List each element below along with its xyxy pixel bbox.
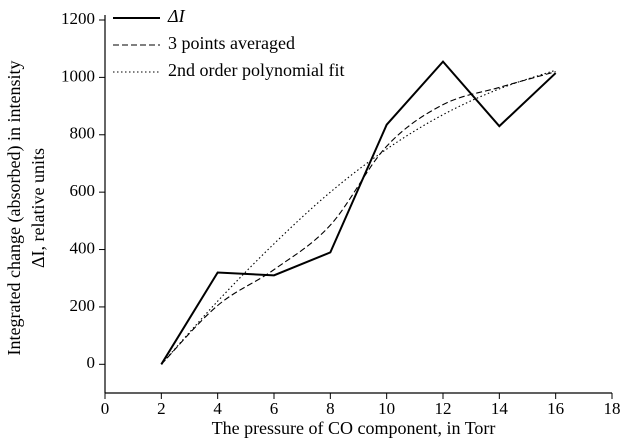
legend-label: 2nd order polynomial fit [168,60,344,80]
series-line [160,60,557,365]
y-tick-label: 1000 [61,66,95,85]
x-axis-label: The pressure of CO component, in Torr [212,418,496,438]
x-tick-label: 8 [326,399,335,418]
x-tick-label: 18 [604,399,621,418]
series-line [160,71,556,365]
series-line [160,69,556,365]
x-tick-label: 10 [378,399,395,418]
x-tick-label: 2 [157,399,166,418]
y-axis-label: ΔI, relative units [28,148,48,268]
y-tick-label: 1200 [61,9,95,28]
legend-label: 3 points averaged [168,33,295,53]
y-tick-label: 0 [87,353,96,372]
legend-label: ΔI [167,6,186,26]
y-tick-label: 200 [70,296,96,315]
x-tick-label: 4 [213,399,222,418]
x-tick-label: 0 [101,399,110,418]
y-tick-label: 400 [70,238,96,257]
y-tick-label: 600 [70,181,96,200]
x-tick-label: 12 [435,399,452,418]
y-tick-label: 800 [70,124,96,143]
x-tick-label: 6 [270,399,279,418]
y-axis-label: Integrated change (absorbed) in intensit… [4,61,25,356]
x-tick-label: 16 [547,399,564,418]
x-tick-label: 14 [491,399,509,418]
